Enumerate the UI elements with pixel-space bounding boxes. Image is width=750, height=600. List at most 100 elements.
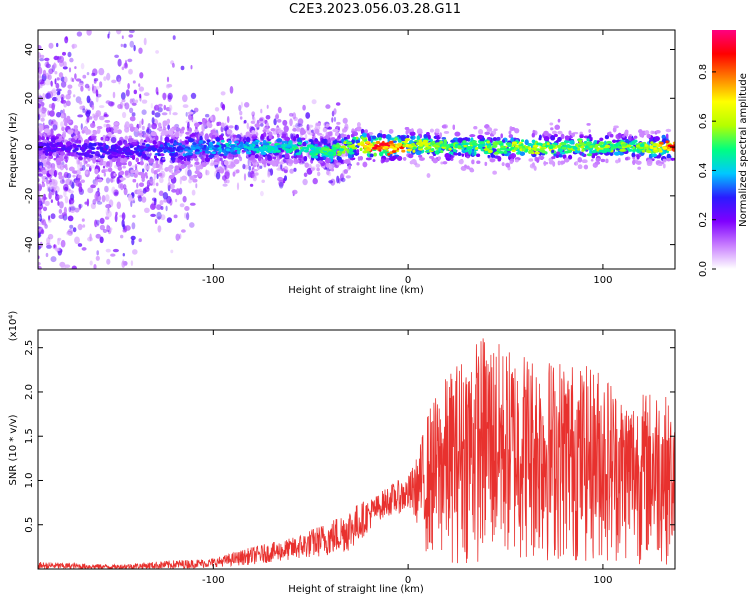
spectrogram-cell [75, 169, 81, 176]
spectrogram-cell [524, 139, 529, 145]
spectrogram-cell [105, 100, 111, 104]
spectrogram-cell [130, 235, 136, 241]
spectrogram-cell [71, 43, 78, 49]
spectrogram-cell [182, 195, 187, 203]
spectrogram-cell [104, 185, 109, 193]
spectrogram-cell [51, 188, 55, 196]
spectrogram-cell [55, 82, 60, 89]
spectrogram-cell [120, 43, 124, 48]
spectrogram-cell [328, 180, 334, 184]
spectrogram-cell [144, 207, 150, 213]
spectrogram-cell [297, 118, 304, 125]
spectrogram-cell [67, 84, 73, 89]
spectrogram-cell [123, 43, 127, 48]
spectrogram-cell [208, 154, 215, 158]
spectrogram-cell [91, 83, 94, 91]
spectrogram-cell [120, 154, 126, 159]
spectrogram-cell [311, 99, 317, 105]
spectrogram-cell [246, 136, 251, 143]
spectrogram-cell [184, 140, 189, 144]
spectrogram-cell [165, 84, 171, 89]
spectrogram-cell [175, 198, 178, 203]
spectrogram-cell [124, 124, 127, 129]
spectrogram-cell [222, 175, 227, 181]
spectrogram-cell [254, 123, 260, 128]
spectrogram-cell [156, 211, 162, 220]
spectrogram-cell [150, 213, 157, 217]
spectrogram-cell [90, 122, 96, 128]
spectrogram-cell [303, 156, 308, 162]
spectrogram-cell [59, 201, 64, 209]
spectrogram-cell [127, 58, 133, 63]
spectrogram-cell [181, 229, 186, 233]
spectrogram-cell [50, 80, 53, 87]
spectrogram-cell [315, 122, 321, 127]
spectrogram-cell [254, 154, 259, 159]
spectrogram-cell [158, 172, 162, 177]
spectrogram-cell [292, 112, 297, 120]
spectrogram-cell [121, 212, 126, 221]
spectrogram-cell [42, 69, 47, 77]
spectrogram-cell [418, 154, 423, 158]
spectrogram-cell [160, 214, 166, 221]
spectrogram-cell [106, 258, 111, 265]
spectrogram-cell [154, 135, 159, 141]
spectrogram-cell [637, 166, 641, 170]
spectrogram-cell [243, 119, 247, 124]
spectrogram-cell [266, 122, 269, 127]
spectrogram-cell [106, 224, 109, 231]
spectrogram-cell [71, 265, 77, 269]
spectrogram-cell [279, 161, 284, 165]
spectrogram-cell [137, 124, 141, 129]
spectrogram-cell [293, 167, 297, 172]
spectrogram-cell [92, 158, 96, 164]
spectrogram-cell [94, 168, 99, 175]
spectrogram-cell [95, 255, 100, 261]
spectrogram-cell [141, 196, 147, 203]
spectrogram-cell [57, 247, 61, 252]
spectrogram-cell [40, 101, 45, 107]
spectrogram-cell [187, 169, 192, 177]
spectrogram-cell [167, 184, 171, 192]
spectrogram-cell [121, 66, 125, 71]
spectrogram-cell [583, 164, 589, 170]
spectrogram-cell [514, 128, 520, 134]
spectrogram-cell [159, 170, 166, 179]
spectrogram-cell [89, 165, 92, 172]
spectrogram-cell [397, 156, 403, 161]
spectrogram-cell [458, 159, 464, 165]
spectrogram-cell [54, 71, 58, 75]
spectrogram-cell [304, 133, 308, 140]
spectrogram-cell [69, 224, 74, 229]
spectrogram-cell [40, 229, 45, 235]
spectrogram-cell [60, 81, 67, 88]
spectrogram-cell [250, 120, 255, 124]
spectrogram-cell [373, 152, 377, 157]
spectrogram-cell [103, 112, 108, 117]
spectrogram-cell [148, 158, 154, 164]
spectrogram-cell [181, 126, 185, 131]
spectrogram-cell [110, 253, 116, 257]
spectrogram-cell [288, 140, 293, 145]
spectrogram-cell [91, 104, 95, 111]
spectrogram-cell [342, 128, 347, 133]
spectrogram-cell [111, 79, 117, 84]
spectrogram-cell [123, 187, 128, 196]
spectrogram-cell [243, 173, 247, 181]
spectrogram-cell [306, 124, 310, 131]
spectrogram-cell [263, 126, 269, 130]
spectrogram-cell [105, 208, 109, 216]
spectrogram-cell [111, 186, 116, 194]
spectrogram-cell [62, 51, 66, 56]
spectrogram-cell [42, 206, 48, 212]
spectrogram-cell [185, 112, 188, 117]
spectrogram-cell [104, 120, 111, 123]
spectrogram-cell [67, 215, 74, 222]
spectrogram-cell [105, 177, 111, 184]
spectrogram-cell [342, 117, 348, 124]
spectrogram-cell [82, 224, 86, 228]
spectrogram-cell [221, 104, 226, 111]
spectrogram-cell [79, 105, 84, 110]
spectrogram-cell [232, 134, 237, 138]
